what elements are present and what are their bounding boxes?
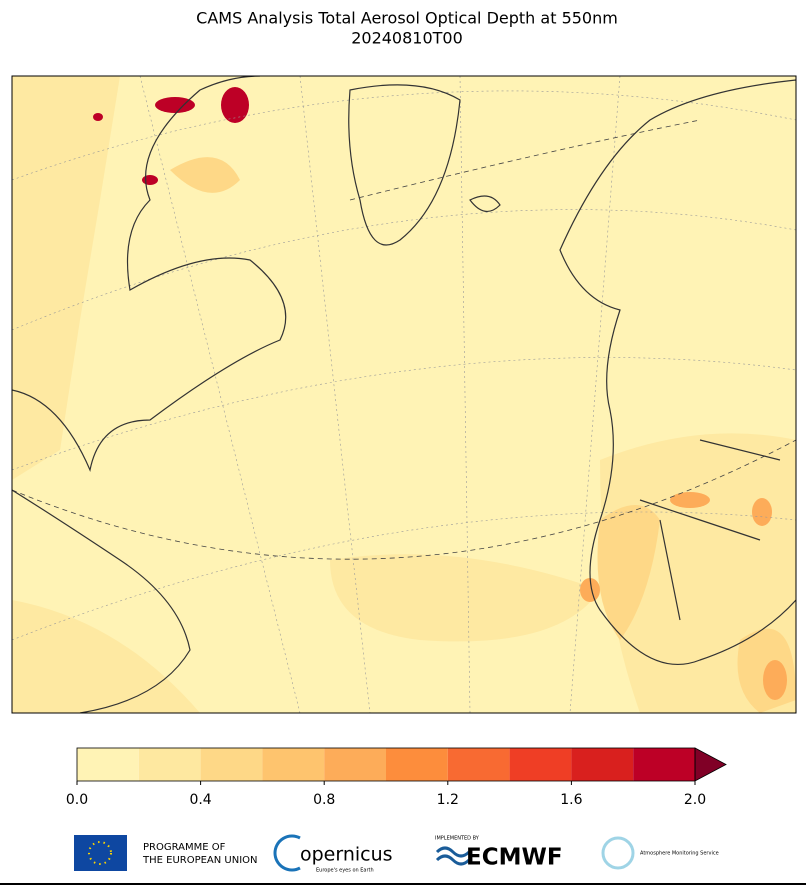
colorbar: 0.0 0.4 0.8 1.2 1.6 2.0 [66, 747, 727, 808]
colorbar-segment [262, 748, 325, 781]
colorbar-tick-label: 0.8 [313, 792, 335, 808]
colorbar-tick-label: 1.6 [560, 792, 582, 808]
colorbar-segment [571, 748, 634, 781]
colorbar-frame [76, 747, 696, 782]
colorbar-extend [694, 747, 727, 782]
colorbar-tick-label: 0.4 [189, 792, 211, 808]
subtitle: 20240810T00 [351, 29, 463, 48]
eu-line1: PROGRAMME OF [143, 842, 226, 853]
map [12, 76, 796, 713]
colorbar-segment [633, 748, 695, 781]
logos: PROGRAMME OF THE EUROPEAN UNION opernicu… [74, 834, 719, 874]
cams: Atmosphere Monitoring Service [640, 851, 719, 857]
copernicus: opernicus [300, 844, 393, 866]
colorbar-segment [324, 748, 386, 781]
copernicus-tagline: Europe's eyes on Earth [316, 868, 374, 874]
colorbar-segment [447, 748, 510, 781]
colorbar-segment [77, 748, 139, 781]
colorbar-segment [200, 748, 263, 781]
ecmwf: ECMWF [466, 845, 563, 871]
implemented-by: IMPLEMENTED BY [435, 836, 480, 842]
colorbar-segment [138, 748, 201, 781]
colorbar-tick-label: 0.0 [66, 792, 88, 808]
colorbar-segment [386, 748, 448, 781]
colorbar-tick-label: 1.2 [437, 792, 459, 808]
colorbar-tick-label: 2.0 [684, 792, 706, 808]
eu-line2: THE EUROPEAN UNION [142, 855, 258, 866]
title: CAMS Analysis Total Aerosol Optical Dept… [196, 9, 618, 28]
colorbar-segment [509, 748, 572, 781]
map-frame [11, 75, 797, 714]
